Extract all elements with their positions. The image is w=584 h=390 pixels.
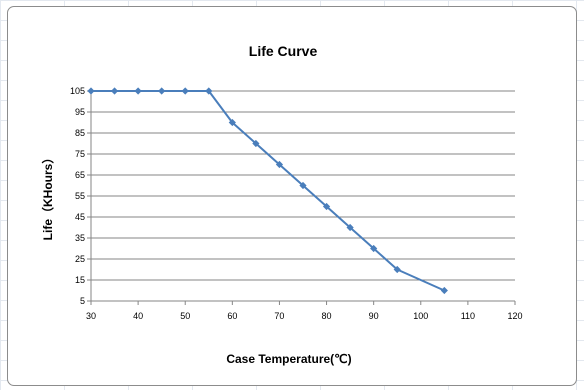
x-tick-label: 90 (369, 311, 379, 321)
x-tick-label: 30 (86, 311, 96, 321)
y-tick-label: 75 (75, 149, 85, 159)
data-point[interactable] (158, 87, 165, 94)
x-tick-label: 100 (413, 311, 428, 321)
chart-title: Life Curve (249, 43, 318, 59)
data-point[interactable] (135, 87, 142, 94)
y-axis-title: Life（KHours） (40, 152, 55, 241)
x-tick-label: 120 (507, 311, 522, 321)
x-axis-title: Case Temperature(℃) (226, 352, 351, 366)
data-point[interactable] (441, 287, 448, 294)
y-tick-label: 15 (75, 275, 85, 285)
y-tick-label: 45 (75, 212, 85, 222)
x-tick-label: 70 (274, 311, 284, 321)
data-point[interactable] (87, 87, 94, 94)
y-tick-label: 95 (75, 107, 85, 117)
y-tick-labels: 5 15 25 35 45 55 65 75 85 95 105 (70, 86, 85, 306)
axes (87, 89, 515, 305)
series-life[interactable] (87, 87, 448, 294)
y-tick-label: 5 (80, 296, 85, 306)
y-tick-label: 55 (75, 191, 85, 201)
y-tick-label: 105 (70, 86, 85, 96)
y-tick-label: 35 (75, 233, 85, 243)
data-point[interactable] (111, 87, 118, 94)
data-point[interactable] (182, 87, 189, 94)
x-tick-labels: 30 40 50 60 70 80 90 100 110 120 (86, 311, 523, 321)
x-tick-label: 50 (180, 311, 190, 321)
x-tick-label: 110 (461, 311, 475, 321)
x-tick-label: 60 (227, 311, 237, 321)
series-line[interactable] (91, 91, 444, 291)
x-tick-label: 40 (133, 311, 143, 321)
y-tick-label: 65 (75, 170, 85, 180)
x-tick-label: 80 (322, 311, 332, 321)
y-tick-label: 85 (75, 128, 85, 138)
y-tick-label: 25 (75, 254, 85, 264)
